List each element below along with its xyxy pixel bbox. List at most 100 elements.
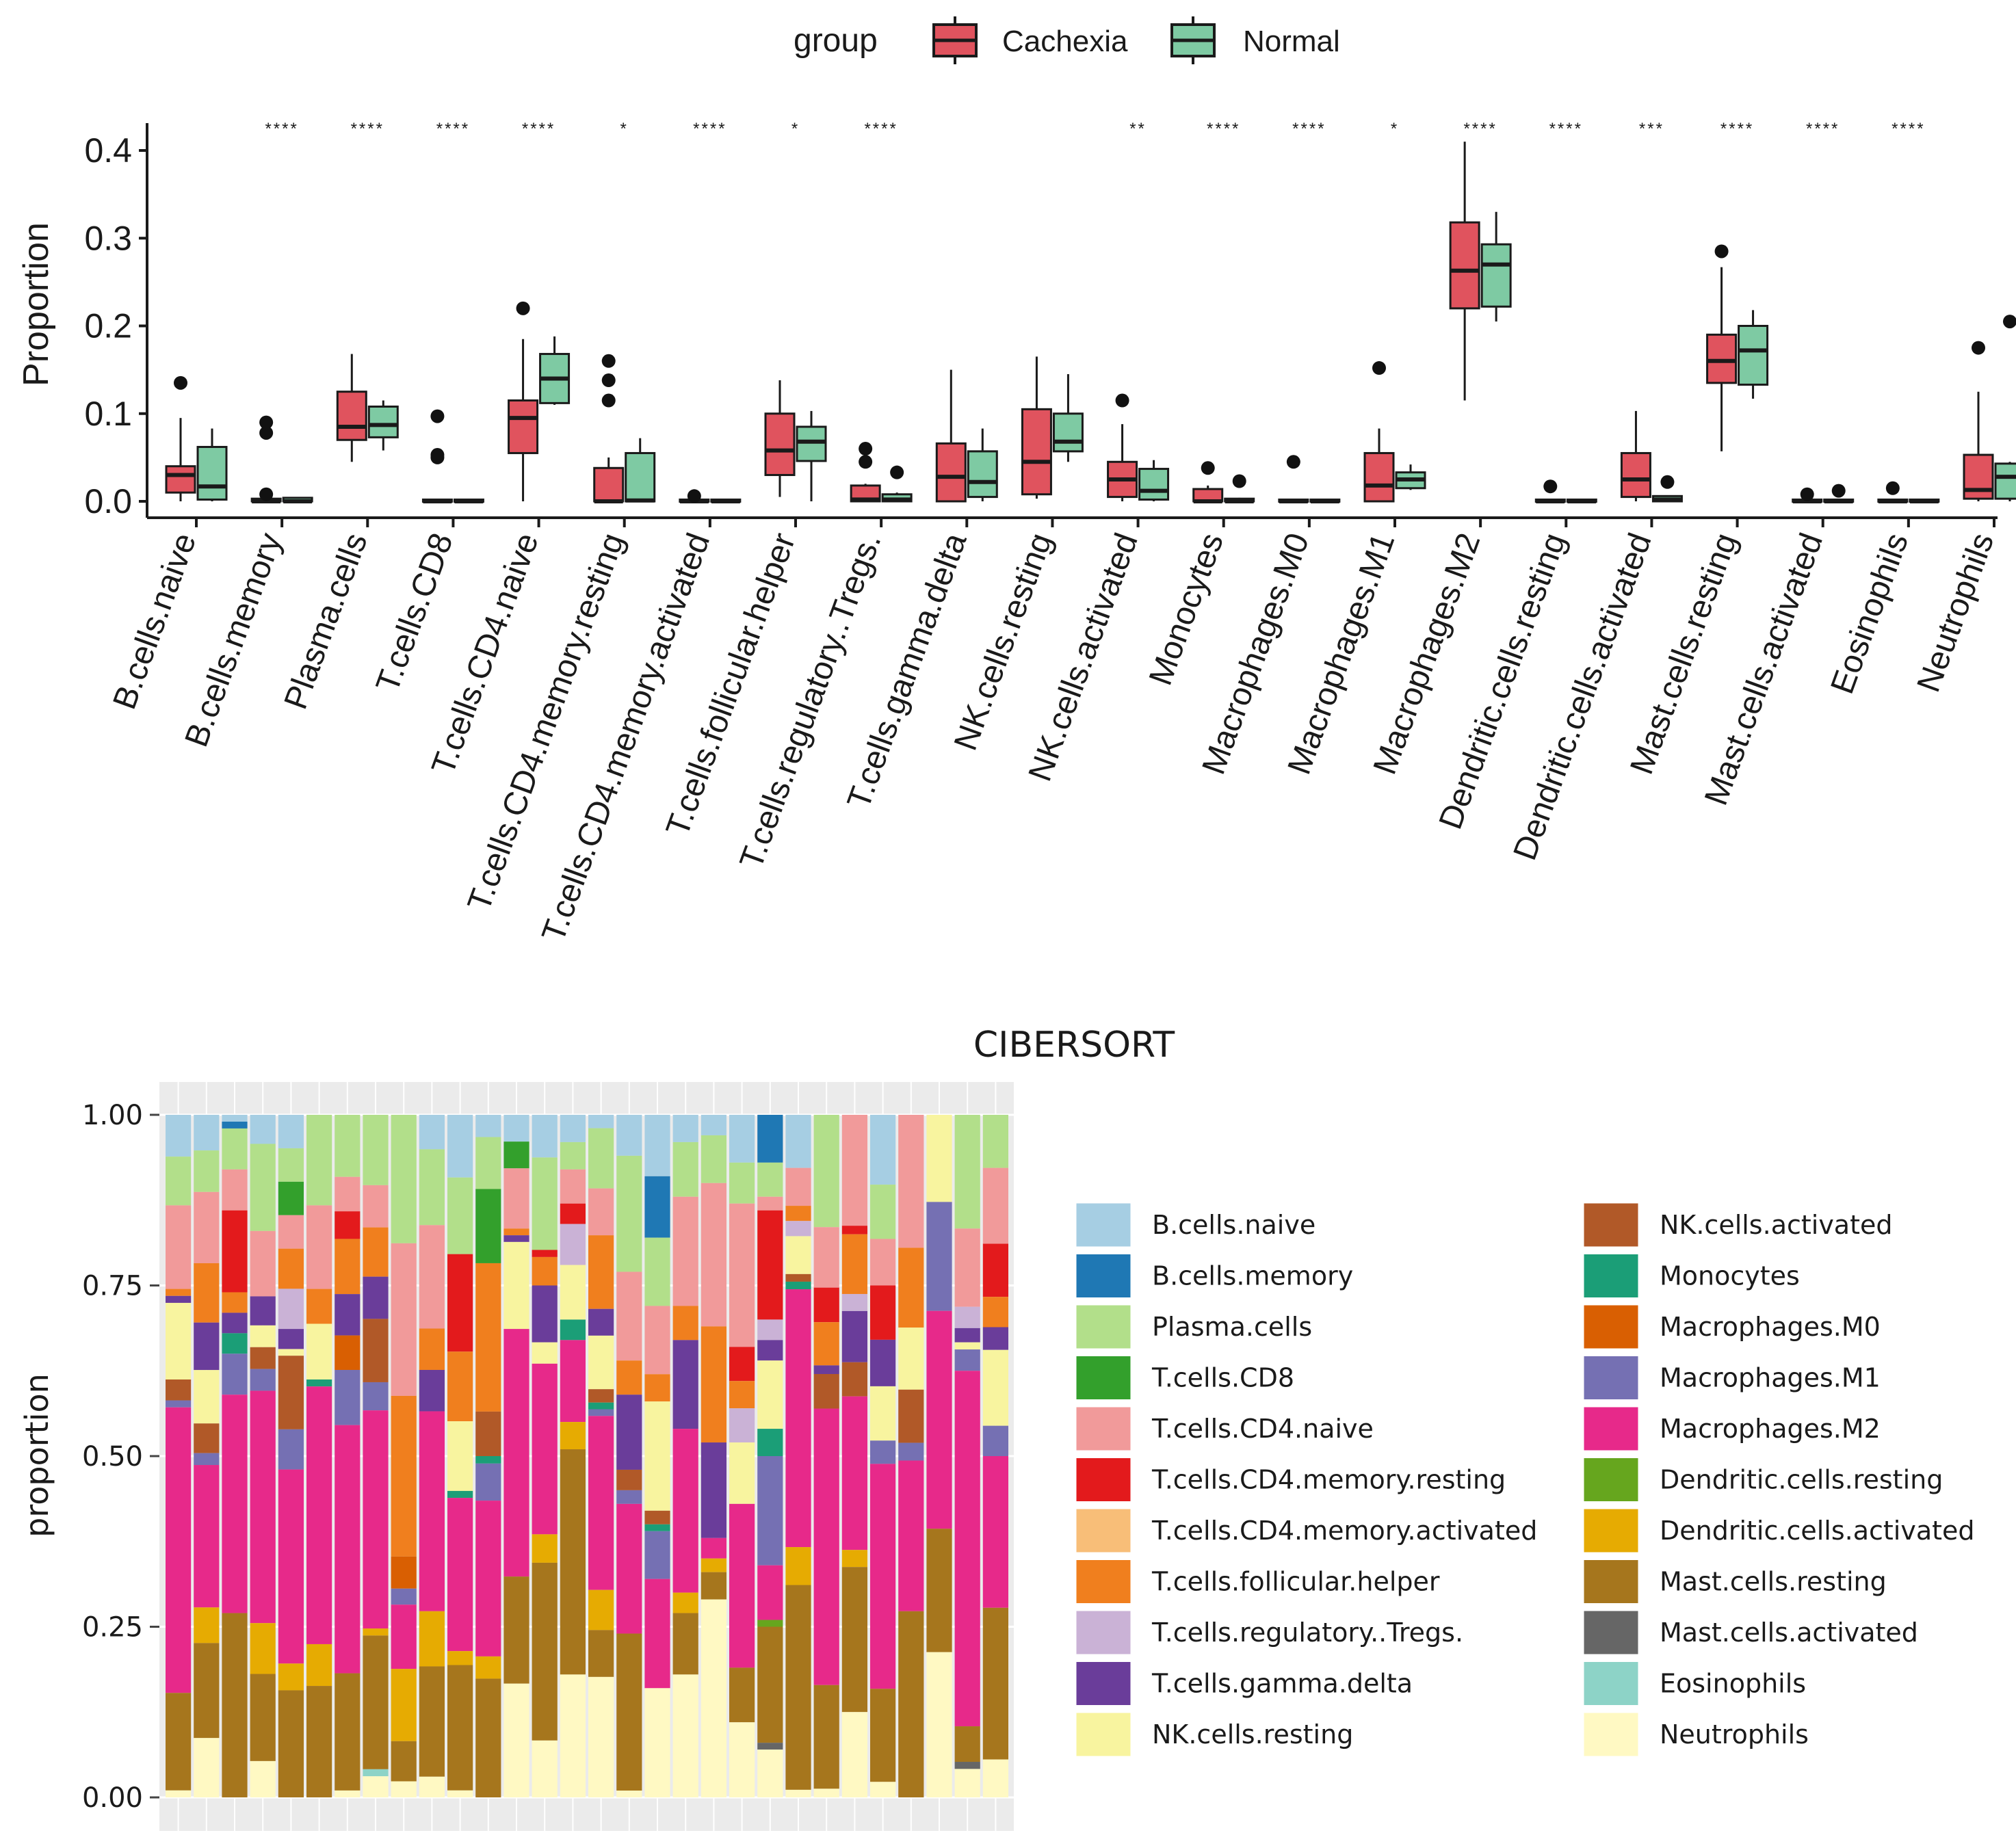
legend-key: [1582, 1609, 1640, 1656]
bar-segment: [250, 1144, 276, 1231]
stacked-bar: [954, 1115, 980, 1797]
box-normal: [282, 497, 313, 503]
outlier-point: [2003, 315, 2016, 329]
significance-label: ****: [265, 120, 298, 138]
outlier-point: [1372, 361, 1386, 375]
bar-segment: [560, 1169, 586, 1204]
outlier-point: [890, 465, 904, 479]
stacked-bar: [672, 1115, 698, 1797]
bar-segment: [729, 1442, 755, 1504]
outlier-point: [259, 415, 274, 430]
legend-label: Dendritic.cells.resting: [1660, 1465, 1943, 1495]
stacked-bar: [926, 1115, 952, 1797]
bar-segment: [278, 1429, 304, 1470]
x-tick-label: Monocytes: [1142, 529, 1231, 690]
box-body: [1021, 408, 1052, 496]
box-cachexia: [764, 380, 796, 497]
bar-segment: [644, 1176, 670, 1238]
bar-segment: [306, 1115, 332, 1206]
legend-key-normal: [1170, 16, 1216, 64]
stacked-y-axis-label: proportion: [18, 1373, 55, 1537]
bar-segment: [785, 1585, 811, 1790]
bar-segment: [954, 1349, 980, 1371]
legend-label: Neutrophils: [1660, 1719, 1809, 1750]
significance-label: ****: [1463, 120, 1497, 138]
bar-segment: [335, 1211, 361, 1239]
bar-segment: [588, 1409, 614, 1416]
bar-segment: [475, 1263, 501, 1412]
bar-segment: [194, 1115, 220, 1151]
outlier-point: [259, 487, 274, 501]
stacked-bar: [757, 1115, 783, 1797]
bar-segment: [194, 1643, 220, 1739]
box-cachexia: [1363, 361, 1395, 503]
legend-label: T.cells.CD4.memory.activated: [1151, 1516, 1537, 1546]
legend-key: [1582, 1507, 1640, 1555]
bar-segment: [166, 1157, 192, 1206]
bar-segment: [391, 1741, 417, 1782]
bar-segment: [166, 1790, 192, 1797]
bar-segment: [278, 1289, 304, 1330]
bar-segment: [447, 1254, 473, 1352]
box-normal: [1480, 211, 1512, 322]
bar-segment: [588, 1188, 614, 1236]
bar-segment: [560, 1141, 586, 1170]
stacked-bar: [982, 1115, 1008, 1797]
bar-segment: [503, 1168, 529, 1229]
bar-segment: [757, 1360, 783, 1429]
box-normal: [1309, 498, 1341, 503]
bar-segment: [222, 1354, 248, 1395]
bar-segment: [532, 1342, 558, 1364]
bar-segment: [785, 1281, 811, 1290]
bar-segment: [813, 1227, 839, 1288]
legend-key-cachexia: [932, 16, 978, 64]
y-tick-label: 1.00: [82, 1100, 143, 1131]
bar-segment: [701, 1115, 726, 1135]
bar-segment: [194, 1738, 220, 1797]
bar-segment: [475, 1656, 501, 1679]
significance-label: *: [620, 120, 629, 138]
bar-segment: [841, 1226, 867, 1235]
bar-segment: [870, 1782, 896, 1797]
bar-segment: [757, 1620, 783, 1627]
box-normal: [1738, 310, 1769, 399]
bar-segment: [672, 1592, 698, 1613]
box-cachexia: [1792, 487, 1823, 503]
outlier-point: [601, 354, 616, 368]
significance-label: ****: [1549, 120, 1583, 138]
legend-key: [1582, 1405, 1640, 1453]
stacked-bar: [166, 1115, 192, 1797]
bar-segment: [841, 1310, 867, 1362]
bar-segment: [757, 1456, 783, 1566]
box-normal: [1395, 464, 1426, 490]
bar-segment: [870, 1339, 896, 1386]
bar-segment: [391, 1605, 417, 1669]
bar-segment: [363, 1319, 389, 1382]
bar-segment: [166, 1400, 192, 1408]
bar-segment: [250, 1674, 276, 1761]
bar-segment: [447, 1351, 473, 1422]
outlier-point: [259, 425, 274, 440]
outlier-point: [1885, 481, 1900, 495]
bar-segment: [926, 1652, 952, 1797]
bar-segment: [982, 1167, 1008, 1244]
legend-label: Macrophages.M0: [1660, 1312, 1881, 1342]
box-cachexia: [1278, 455, 1309, 503]
bar-segment: [363, 1635, 389, 1769]
x-tick-label: Eosinophils: [1824, 529, 1915, 699]
bar-segment: [503, 1115, 529, 1142]
legend-label: Dendritic.cells.activated: [1660, 1516, 1975, 1546]
bar-segment: [447, 1651, 473, 1665]
bar-segment: [560, 1224, 586, 1265]
bar-segment: [532, 1250, 558, 1257]
legend-label: T.cells.CD4.naive: [1151, 1414, 1374, 1444]
bar-segment: [391, 1669, 417, 1741]
bar-segment: [785, 1167, 811, 1206]
bar-segment: [729, 1667, 755, 1723]
stacked-bar: [306, 1115, 332, 1797]
stacked-bar: [701, 1115, 726, 1797]
outlier-point: [1660, 475, 1675, 489]
bar-segment: [194, 1263, 220, 1323]
stacked-bar: [475, 1115, 501, 1797]
legend-label: T.cells.follicular.helper: [1151, 1567, 1440, 1597]
